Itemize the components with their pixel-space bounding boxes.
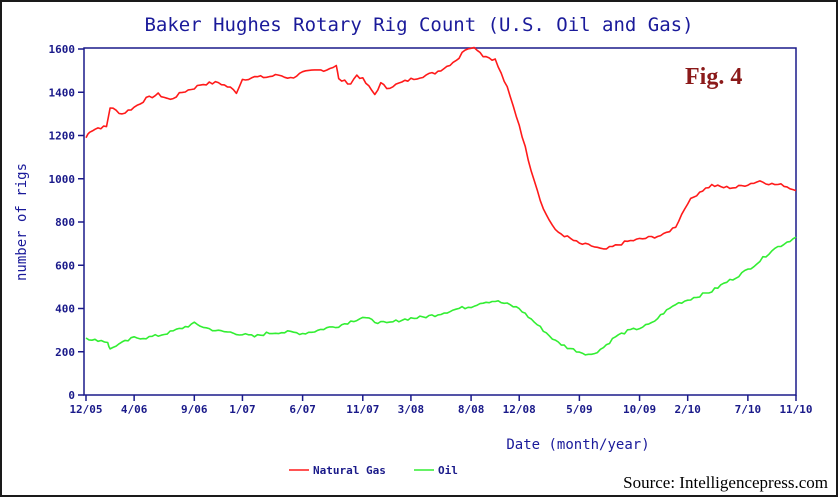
x-axis-label: Date (month/year) (506, 437, 649, 453)
series-line-natural-gas (85, 46, 797, 250)
y-tick-label: 400 (55, 303, 75, 316)
x-tick-label: 10/09 (623, 403, 656, 416)
x-tick-label: 5/09 (566, 403, 593, 416)
x-tick-label: 4/06 (121, 403, 148, 416)
x-tick-label: 7/10 (735, 403, 762, 416)
y-tick-label: 200 (55, 346, 75, 359)
legend-label-natural-gas: Natural Gas (313, 464, 386, 477)
x-tick-label: 12/08 (503, 403, 536, 416)
x-tick-label: 2/10 (674, 403, 701, 416)
series-layer (85, 46, 797, 356)
plot-area (83, 47, 797, 396)
y-tick-label: 800 (55, 216, 75, 229)
y-tick-label: 1200 (49, 130, 76, 143)
y-tick-label: 1400 (49, 86, 76, 99)
y-tick-label: 1000 (49, 173, 76, 186)
figure-annotation: Fig. 4 (685, 64, 742, 90)
legend-label-oil: Oil (438, 464, 458, 477)
source-credit: Source: Intelligencepress.com (623, 473, 828, 492)
y-axis-label: number of rigs (14, 163, 30, 281)
x-tick-label: 12/05 (69, 403, 102, 416)
legend: Natural Gas Oil (289, 464, 458, 477)
chart-title: Baker Hughes Rotary Rig Count (U.S. Oil … (144, 14, 693, 36)
series-line-oil (85, 236, 797, 356)
x-tick-label: 9/06 (181, 403, 208, 416)
x-tick-label: 3/08 (398, 403, 425, 416)
x-tick-label: 8/08 (458, 403, 485, 416)
x-tick-label: 1/07 (229, 403, 256, 416)
x-tick-label: 11/10 (779, 403, 812, 416)
y-tick-label: 600 (55, 259, 75, 272)
y-tick-label: 0 (68, 389, 75, 402)
y-axis-ticks: 0 200 400 600 800 1000 1200 1400 1600 (49, 43, 84, 402)
y-tick-label: 1600 (49, 43, 76, 56)
x-tick-label: 11/07 (346, 403, 379, 416)
x-axis-ticks: 12/05 4/06 9/06 1/07 6/07 11/07 3/08 8/08 12/08 5… (69, 395, 813, 416)
x-tick-label: 6/07 (289, 403, 316, 416)
